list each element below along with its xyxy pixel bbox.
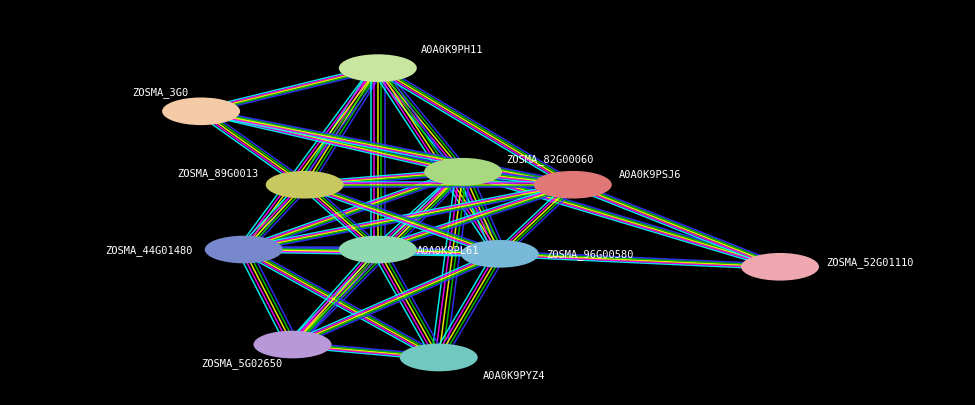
Circle shape [400,344,478,371]
Circle shape [162,98,240,126]
Text: A0A0K9PH11: A0A0K9PH11 [420,45,483,55]
Text: ZOSMA_96G00580: ZOSMA_96G00580 [546,249,634,260]
Circle shape [265,171,343,199]
Text: A0A0K9PYZ4: A0A0K9PYZ4 [483,370,545,380]
Text: A0A0K9PSJ6: A0A0K9PSJ6 [619,170,682,179]
Circle shape [339,55,417,83]
Text: ZOSMA_52G01110: ZOSMA_52G01110 [827,256,914,267]
Text: ZOSMA_89G0013: ZOSMA_89G0013 [177,168,258,179]
Text: ZOSMA_5G02650: ZOSMA_5G02650 [202,357,283,368]
Circle shape [254,331,332,358]
Circle shape [424,158,502,186]
Circle shape [205,236,283,264]
Circle shape [339,236,417,264]
Text: ZOSMA_82G00060: ZOSMA_82G00060 [506,154,593,165]
Circle shape [534,171,612,199]
Circle shape [460,241,538,268]
Circle shape [741,254,819,281]
Text: A0A0K9PL61: A0A0K9PL61 [417,245,480,255]
Text: ZOSMA_44G01480: ZOSMA_44G01480 [105,245,193,255]
Text: ZOSMA_3G0: ZOSMA_3G0 [133,87,189,98]
